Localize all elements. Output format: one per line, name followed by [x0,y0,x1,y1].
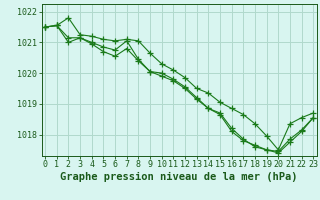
X-axis label: Graphe pression niveau de la mer (hPa): Graphe pression niveau de la mer (hPa) [60,172,298,182]
